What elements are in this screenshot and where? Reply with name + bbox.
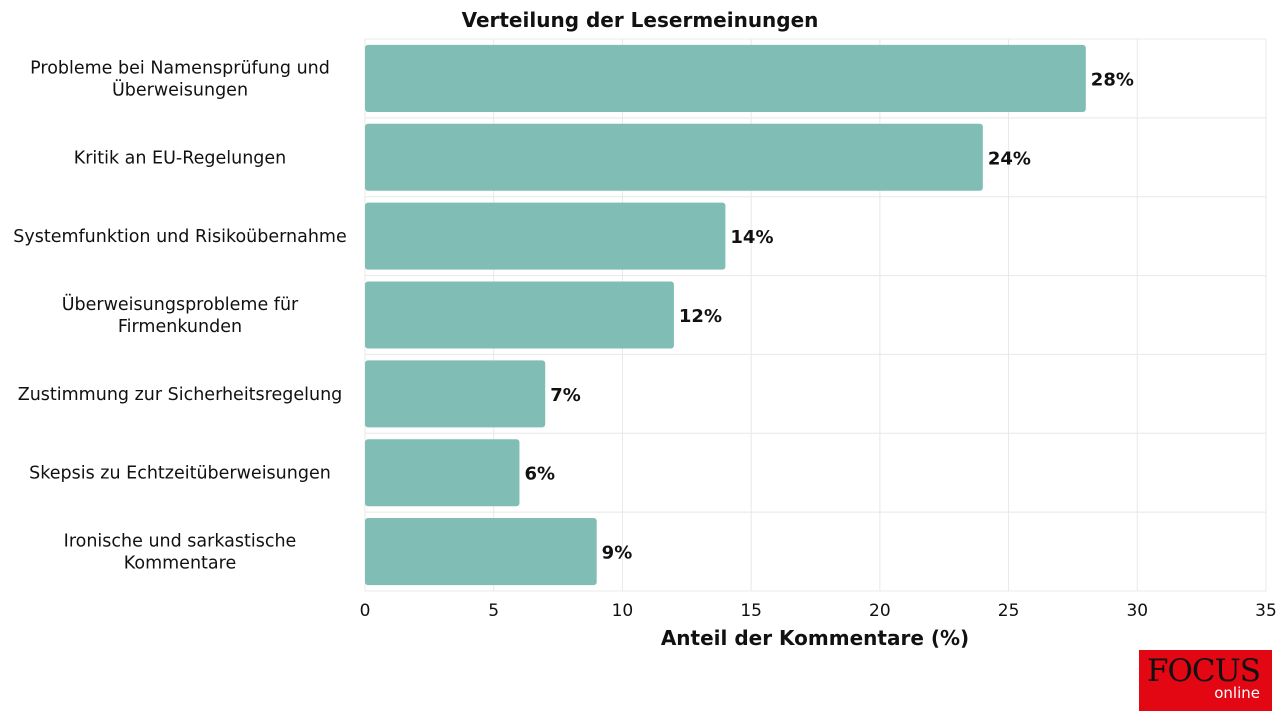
category-label: Überweisungsprobleme für Firmenkunden: [62, 293, 299, 337]
category-label-line: Zustimmung zur Sicherheitsregelung: [18, 385, 343, 405]
bar-value-label: 12%: [679, 306, 722, 327]
bar: [365, 281, 674, 349]
x-tick-label: 20: [869, 601, 891, 621]
bar: [365, 202, 726, 270]
bar-value-label: 14%: [730, 227, 773, 248]
x-tick-label: 30: [1126, 601, 1148, 621]
x-tick-label: 15: [740, 601, 762, 621]
logo-sub: online: [1214, 684, 1260, 702]
bar-value-label: 24%: [988, 148, 1031, 169]
category-label: Ironische und sarkastische Kommentare: [64, 532, 297, 574]
x-tick-label: 35: [1255, 601, 1277, 621]
category-label-line: Überweisungsprobleme für: [62, 293, 299, 315]
bar-value-label: 6%: [524, 464, 555, 485]
category-label-line: Probleme bei Namensprüfung und: [30, 58, 330, 78]
logo-brand: FOCUS: [1147, 653, 1261, 689]
category-label-line: Skepsis zu Echtzeitüberweisungen: [29, 464, 331, 484]
x-tick-label: 10: [612, 601, 634, 621]
category-label: Skepsis zu Echtzeitüberweisungen: [29, 464, 331, 484]
bar: [365, 44, 1086, 112]
bar-value-label: 28%: [1091, 69, 1134, 90]
chart-title: Verteilung der Lesermeinungen: [462, 8, 819, 32]
x-tick-label: 0: [360, 601, 371, 621]
category-label: Probleme bei Namensprüfung und Überweisun…: [30, 58, 330, 100]
x-axis-label: Anteil der Kommentare (%): [661, 626, 969, 650]
bar: [365, 439, 520, 507]
bar-value-label: 9%: [602, 543, 633, 564]
category-label-line: Ironische und sarkastische: [64, 532, 297, 552]
category-label-line: Kritik an EU-Regelungen: [74, 148, 287, 168]
bar-value-label: 7%: [550, 385, 581, 406]
bar: [365, 518, 597, 586]
bar: [365, 123, 983, 191]
category-label-line: Kommentare: [124, 554, 236, 574]
category-label: Systemfunktion und Risikoübernahme: [13, 227, 346, 247]
focus-online-logo: FOCUS online: [1139, 650, 1272, 711]
x-tick-label: 5: [488, 601, 499, 621]
x-tick-label: 25: [998, 601, 1020, 621]
category-label-line: Firmenkunden: [118, 317, 242, 337]
category-label-line: Überweisungen: [112, 78, 248, 100]
bar: [365, 360, 546, 428]
category-label: Kritik an EU-Regelungen: [74, 148, 287, 168]
category-label: Zustimmung zur Sicherheitsregelung: [18, 385, 343, 405]
category-label-line: Systemfunktion und Risikoübernahme: [13, 227, 346, 247]
